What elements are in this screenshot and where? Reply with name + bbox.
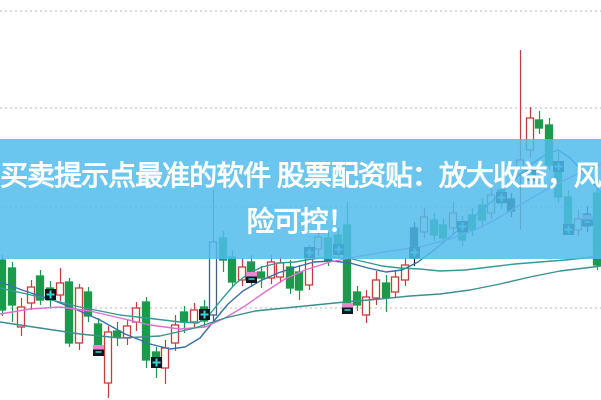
candle-body xyxy=(55,282,65,296)
candle-body xyxy=(179,311,189,322)
ma-teal-fast-line xyxy=(0,254,601,324)
candle-body xyxy=(103,331,113,384)
candle-body xyxy=(189,309,199,323)
candle-body xyxy=(256,271,266,279)
candle-body xyxy=(361,296,371,316)
candle-body xyxy=(64,281,74,344)
candle-body xyxy=(390,276,400,293)
candle-body xyxy=(131,307,141,323)
signal-marker xyxy=(342,303,353,314)
candle-body xyxy=(294,271,304,291)
signal-marker xyxy=(246,272,257,283)
candle-body xyxy=(371,279,381,299)
candle-body xyxy=(74,287,84,344)
candle-body xyxy=(534,119,544,129)
candle-body xyxy=(35,275,45,301)
candle-body xyxy=(237,266,247,281)
signal-marker-pink-stripe xyxy=(246,272,257,277)
signal-marker-pink-stripe xyxy=(342,303,353,308)
candle-body xyxy=(381,282,391,299)
promo-banner[interactable]: 买卖提示点最准的软件 股票配资贴：放大收益，风 险可控！ xyxy=(0,139,601,259)
candle-body xyxy=(141,301,151,361)
promo-text-line1: 买卖提示点最准的软件 股票配资贴：放大收益，风 xyxy=(0,160,601,191)
candle-body xyxy=(112,330,122,338)
candle-body xyxy=(16,306,26,328)
candle-body xyxy=(0,259,7,311)
ma-teal-slow-line xyxy=(0,265,601,339)
candle-body xyxy=(227,256,237,283)
candle-body xyxy=(352,291,362,306)
signal-marker-pink-stripe xyxy=(93,345,104,350)
signal-marker xyxy=(93,345,104,356)
candle-body xyxy=(400,264,410,281)
candle-body xyxy=(83,291,93,317)
promo-text-line2: 险可控！ xyxy=(246,206,355,237)
candle-body xyxy=(266,261,276,279)
candle-body xyxy=(275,262,285,278)
candle-body xyxy=(160,347,170,369)
